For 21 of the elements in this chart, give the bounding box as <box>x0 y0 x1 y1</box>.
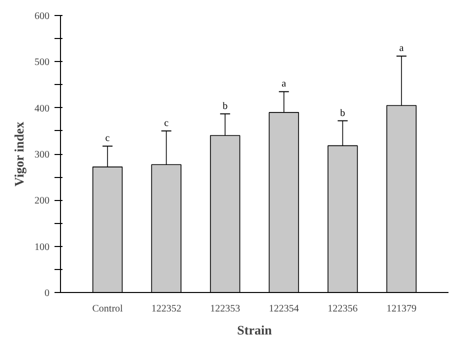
x-tick-label: 121379 <box>386 304 416 314</box>
y-tick-label: 0 <box>44 288 50 299</box>
x-tick-label: 122353 <box>210 304 240 314</box>
annotation: b <box>222 100 228 112</box>
x-axis-title: Strain <box>237 322 273 338</box>
x-tick-label: Control <box>92 304 124 314</box>
annotation: a <box>399 43 404 54</box>
y-tick-label: 600 <box>34 11 50 22</box>
y-tick-label: 200 <box>34 196 50 207</box>
y-tick-label: 500 <box>34 57 50 68</box>
annotation: c <box>105 133 110 144</box>
y-tick-label: 300 <box>34 150 50 160</box>
annotation: a <box>282 78 287 90</box>
annotation: c <box>164 118 170 129</box>
y-axis-title: Vigor index <box>12 121 26 186</box>
y-tick-label: 100 <box>34 242 50 253</box>
annotation: b <box>340 108 346 119</box>
x-tick-label: 122356 <box>328 304 358 314</box>
y-tick-label: 400 <box>34 103 50 114</box>
x-tick-label: 122354 <box>268 304 299 314</box>
x-tick-label: 122352 <box>151 304 182 314</box>
